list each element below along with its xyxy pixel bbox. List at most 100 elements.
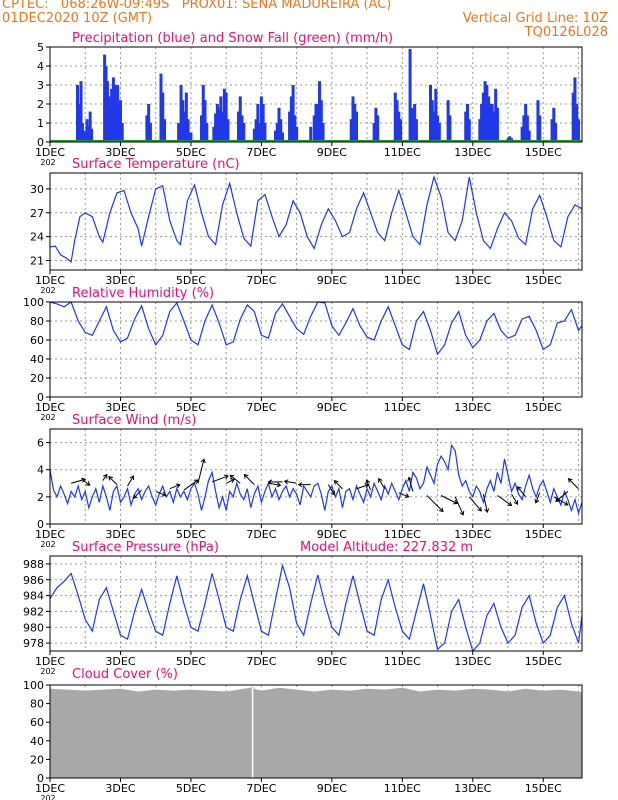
wind-arrow-head xyxy=(267,479,273,485)
precip-bar xyxy=(575,104,579,142)
precip-bar xyxy=(522,115,526,142)
precip-bar xyxy=(465,104,469,142)
panel-4: 978 980 982 984 986 988 1DEC 3DEC 5DEC 7DEC 9DEC 11… xyxy=(23,540,583,676)
precip-bar xyxy=(508,136,512,142)
precip-bar xyxy=(256,104,260,142)
precip-bar xyxy=(492,111,496,142)
precip-bar xyxy=(189,132,193,142)
panel-2: 0 20 40 60 80 100 1DEC 3DEC 5DEC 7DEC 9DEC 11DEC 13D… xyxy=(23,286,583,422)
y-tick-label: 24 xyxy=(30,231,44,244)
wind-arrow xyxy=(497,495,512,506)
precip-bar xyxy=(488,104,492,142)
y-tick-label: 30 xyxy=(30,183,44,196)
precip-bar xyxy=(481,92,485,142)
precip-bar xyxy=(217,107,221,142)
y-tick-label: 60 xyxy=(30,334,44,347)
y-tick-label: 20 xyxy=(30,753,44,766)
precip-bar xyxy=(536,100,540,142)
precip-bar xyxy=(353,104,357,142)
wind-arrow-head xyxy=(333,480,339,485)
wind-arrow-head xyxy=(507,501,513,507)
precip-bar xyxy=(485,85,489,142)
precip-bar xyxy=(321,123,325,142)
precip-bar xyxy=(408,48,412,142)
precip-bar xyxy=(527,130,531,142)
precip-bar xyxy=(314,104,318,142)
y-tick-label: 0 xyxy=(37,518,44,531)
panel-frame xyxy=(49,684,583,779)
y-tick-label: 988 xyxy=(23,558,44,571)
wind-arrow-head xyxy=(517,486,522,491)
precip-bar xyxy=(464,111,468,142)
x-tick-label: 9DEC xyxy=(317,528,347,541)
y-tick-label: 3 xyxy=(37,79,44,92)
x-tick-label: 7DEC xyxy=(246,146,276,159)
wind-arrow xyxy=(155,490,166,496)
precip-bar xyxy=(258,123,262,142)
x-tick-label: 7DEC xyxy=(246,655,276,668)
x-tick-label: 11DEC xyxy=(384,274,421,287)
x-tick-label: 13DEC xyxy=(454,401,491,414)
precip-bar xyxy=(480,104,484,142)
precip-bar xyxy=(437,123,441,142)
x-tick-label: 15DEC xyxy=(525,655,562,668)
wind-arrow xyxy=(482,494,488,513)
x-tick-label: 5DEC xyxy=(176,146,206,159)
precip-bar xyxy=(215,104,219,142)
precip-bar xyxy=(83,132,87,142)
panel-title: Surface Temperature (nC) xyxy=(72,157,240,172)
precip-bar xyxy=(413,104,417,142)
model-id: TQ0126L028 xyxy=(524,25,608,40)
wind-arrow-head xyxy=(102,473,108,479)
precip-bar xyxy=(494,88,498,142)
wind-arrow-head xyxy=(229,474,235,480)
y-tick-label: 978 xyxy=(23,637,44,650)
panel-frame xyxy=(49,172,583,271)
precip-bar xyxy=(355,111,359,142)
x-tick-label: 7DEC xyxy=(246,782,276,795)
x-tick-label: 11DEC xyxy=(384,146,421,159)
panel-0: 0 1 2 3 4 5 1DEC 3DEC 5DEC 7DEC 9DEC 11DEC 13DEC 15DE… xyxy=(35,31,583,167)
wind-arrow-head xyxy=(534,498,540,504)
wind-arrow-head xyxy=(453,499,458,505)
precip-bar xyxy=(349,119,353,142)
y-tick-label: 27 xyxy=(30,207,44,220)
wind-arrow xyxy=(553,496,569,506)
precip-bar xyxy=(318,81,322,142)
precip-bar xyxy=(429,85,433,142)
panel-frame xyxy=(49,46,583,143)
series-line xyxy=(49,174,583,264)
x-tick-label: 15DEC xyxy=(525,528,562,541)
precip-bar xyxy=(351,96,355,142)
precip-bar xyxy=(571,92,575,142)
y-tick-label: 4 xyxy=(37,60,44,73)
y-tick-label: 4 xyxy=(37,464,44,477)
wind-arrow xyxy=(440,495,458,504)
precip-bar xyxy=(214,113,218,142)
wind-arrow xyxy=(366,479,372,491)
panel-title: Surface Wind (m/s) xyxy=(72,413,196,428)
wind-arrow-head xyxy=(330,490,335,496)
wind-arrow xyxy=(327,484,335,495)
wind-arrow-head xyxy=(407,476,413,482)
x-tick-label: 5DEC xyxy=(176,528,206,541)
panel-title: Cloud Cover (%) xyxy=(72,667,178,682)
precip-bar xyxy=(430,100,434,142)
precip-bar xyxy=(261,104,265,142)
x-tick-label: 13DEC xyxy=(454,528,491,541)
precip-bar xyxy=(88,111,92,142)
precip-bar xyxy=(177,123,181,142)
y-tick-label: 5 xyxy=(37,41,44,54)
precip-bar xyxy=(145,115,149,142)
x-tick-label: 13DEC xyxy=(454,274,491,287)
precip-bar xyxy=(240,115,244,142)
wind-arrow-head xyxy=(555,497,560,503)
x-tick-label: 3DEC xyxy=(105,401,135,414)
precip-bar xyxy=(372,123,376,142)
x-tick-label: 15DEC xyxy=(525,146,562,159)
precip-bar xyxy=(376,115,380,142)
y-tick-label: 6 xyxy=(37,437,44,450)
wind-arrow xyxy=(169,484,180,490)
wind-arrow-head xyxy=(477,506,482,512)
precip-bar xyxy=(163,119,167,142)
